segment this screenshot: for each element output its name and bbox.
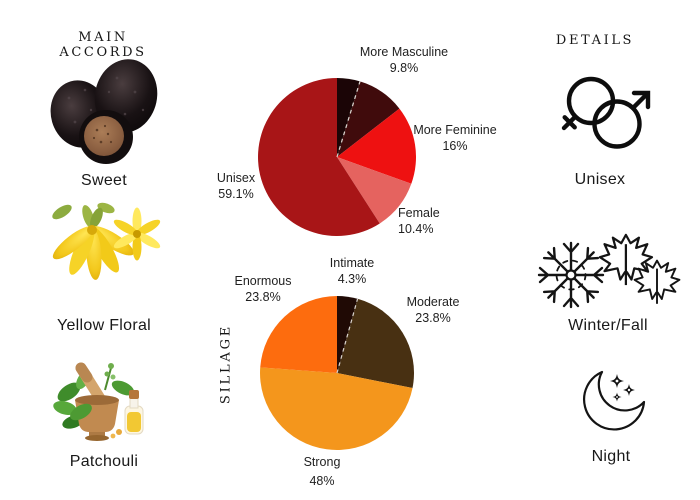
pie-label-strong: Strong 48% [282, 454, 362, 489]
sillage-axis-title: SILLAGE [218, 323, 234, 405]
snowflake-maple-leaves-icon [537, 233, 681, 309]
slice-value: 10.4% [398, 222, 434, 236]
accord-label-yellow-floral: Yellow Floral [56, 317, 152, 334]
details-title: DETAILS [555, 33, 635, 48]
slice-label: Strong [303, 455, 341, 469]
slice-label: Female [398, 206, 440, 220]
truffle-image [50, 59, 158, 164]
detail-label-winter-fall: Winter/Fall [568, 317, 648, 334]
accord-label-patchouli: Patchouli [69, 453, 139, 470]
pie-label-intimate: Intimate 4.3% [312, 255, 392, 287]
mortar-pestle-herbs-image [53, 362, 144, 441]
slice-value: 16% [442, 139, 468, 153]
slice-label: Intimate [329, 256, 375, 270]
main-accords-title: MAIN ACCORDS [59, 30, 147, 60]
ylang-ylang-flower-image [52, 202, 161, 280]
slice-value: 59.1% [218, 187, 254, 201]
slice-value: 23.8% [245, 290, 281, 304]
detail-label-unisex: Unisex [574, 171, 626, 188]
pie-label-female: Female 10.4% [398, 205, 478, 237]
pie-label-enormous: Enormous 23.8% [220, 273, 306, 305]
slice-value: 23.8% [415, 311, 451, 325]
slice-label: More Feminine [413, 123, 497, 137]
pie-label-moderate: Moderate 23.8% [390, 294, 476, 326]
pie-label-more-masculine: More Masculine 9.8% [344, 44, 464, 76]
pie-label-more-feminine: More Feminine 16% [398, 122, 512, 154]
slice-value: 9.8% [389, 61, 419, 75]
gender-pie-chart [258, 78, 416, 236]
slice-value: 4.3% [337, 272, 367, 286]
detail-label-night: Night [591, 448, 631, 465]
crescent-moon-stars-icon [583, 370, 646, 431]
slice-label: More Masculine [359, 45, 449, 59]
slice-label: Enormous [234, 274, 292, 288]
male-female-symbol-icon [561, 76, 651, 149]
sillage-pie-chart [260, 296, 414, 450]
pie-label-unisex: Unisex 59.1% [190, 170, 282, 202]
slice-label: Unisex [216, 171, 256, 185]
accord-label-sweet: Sweet [81, 172, 127, 189]
slice-label: Moderate [406, 295, 460, 309]
slice-value: 48% [309, 474, 335, 488]
